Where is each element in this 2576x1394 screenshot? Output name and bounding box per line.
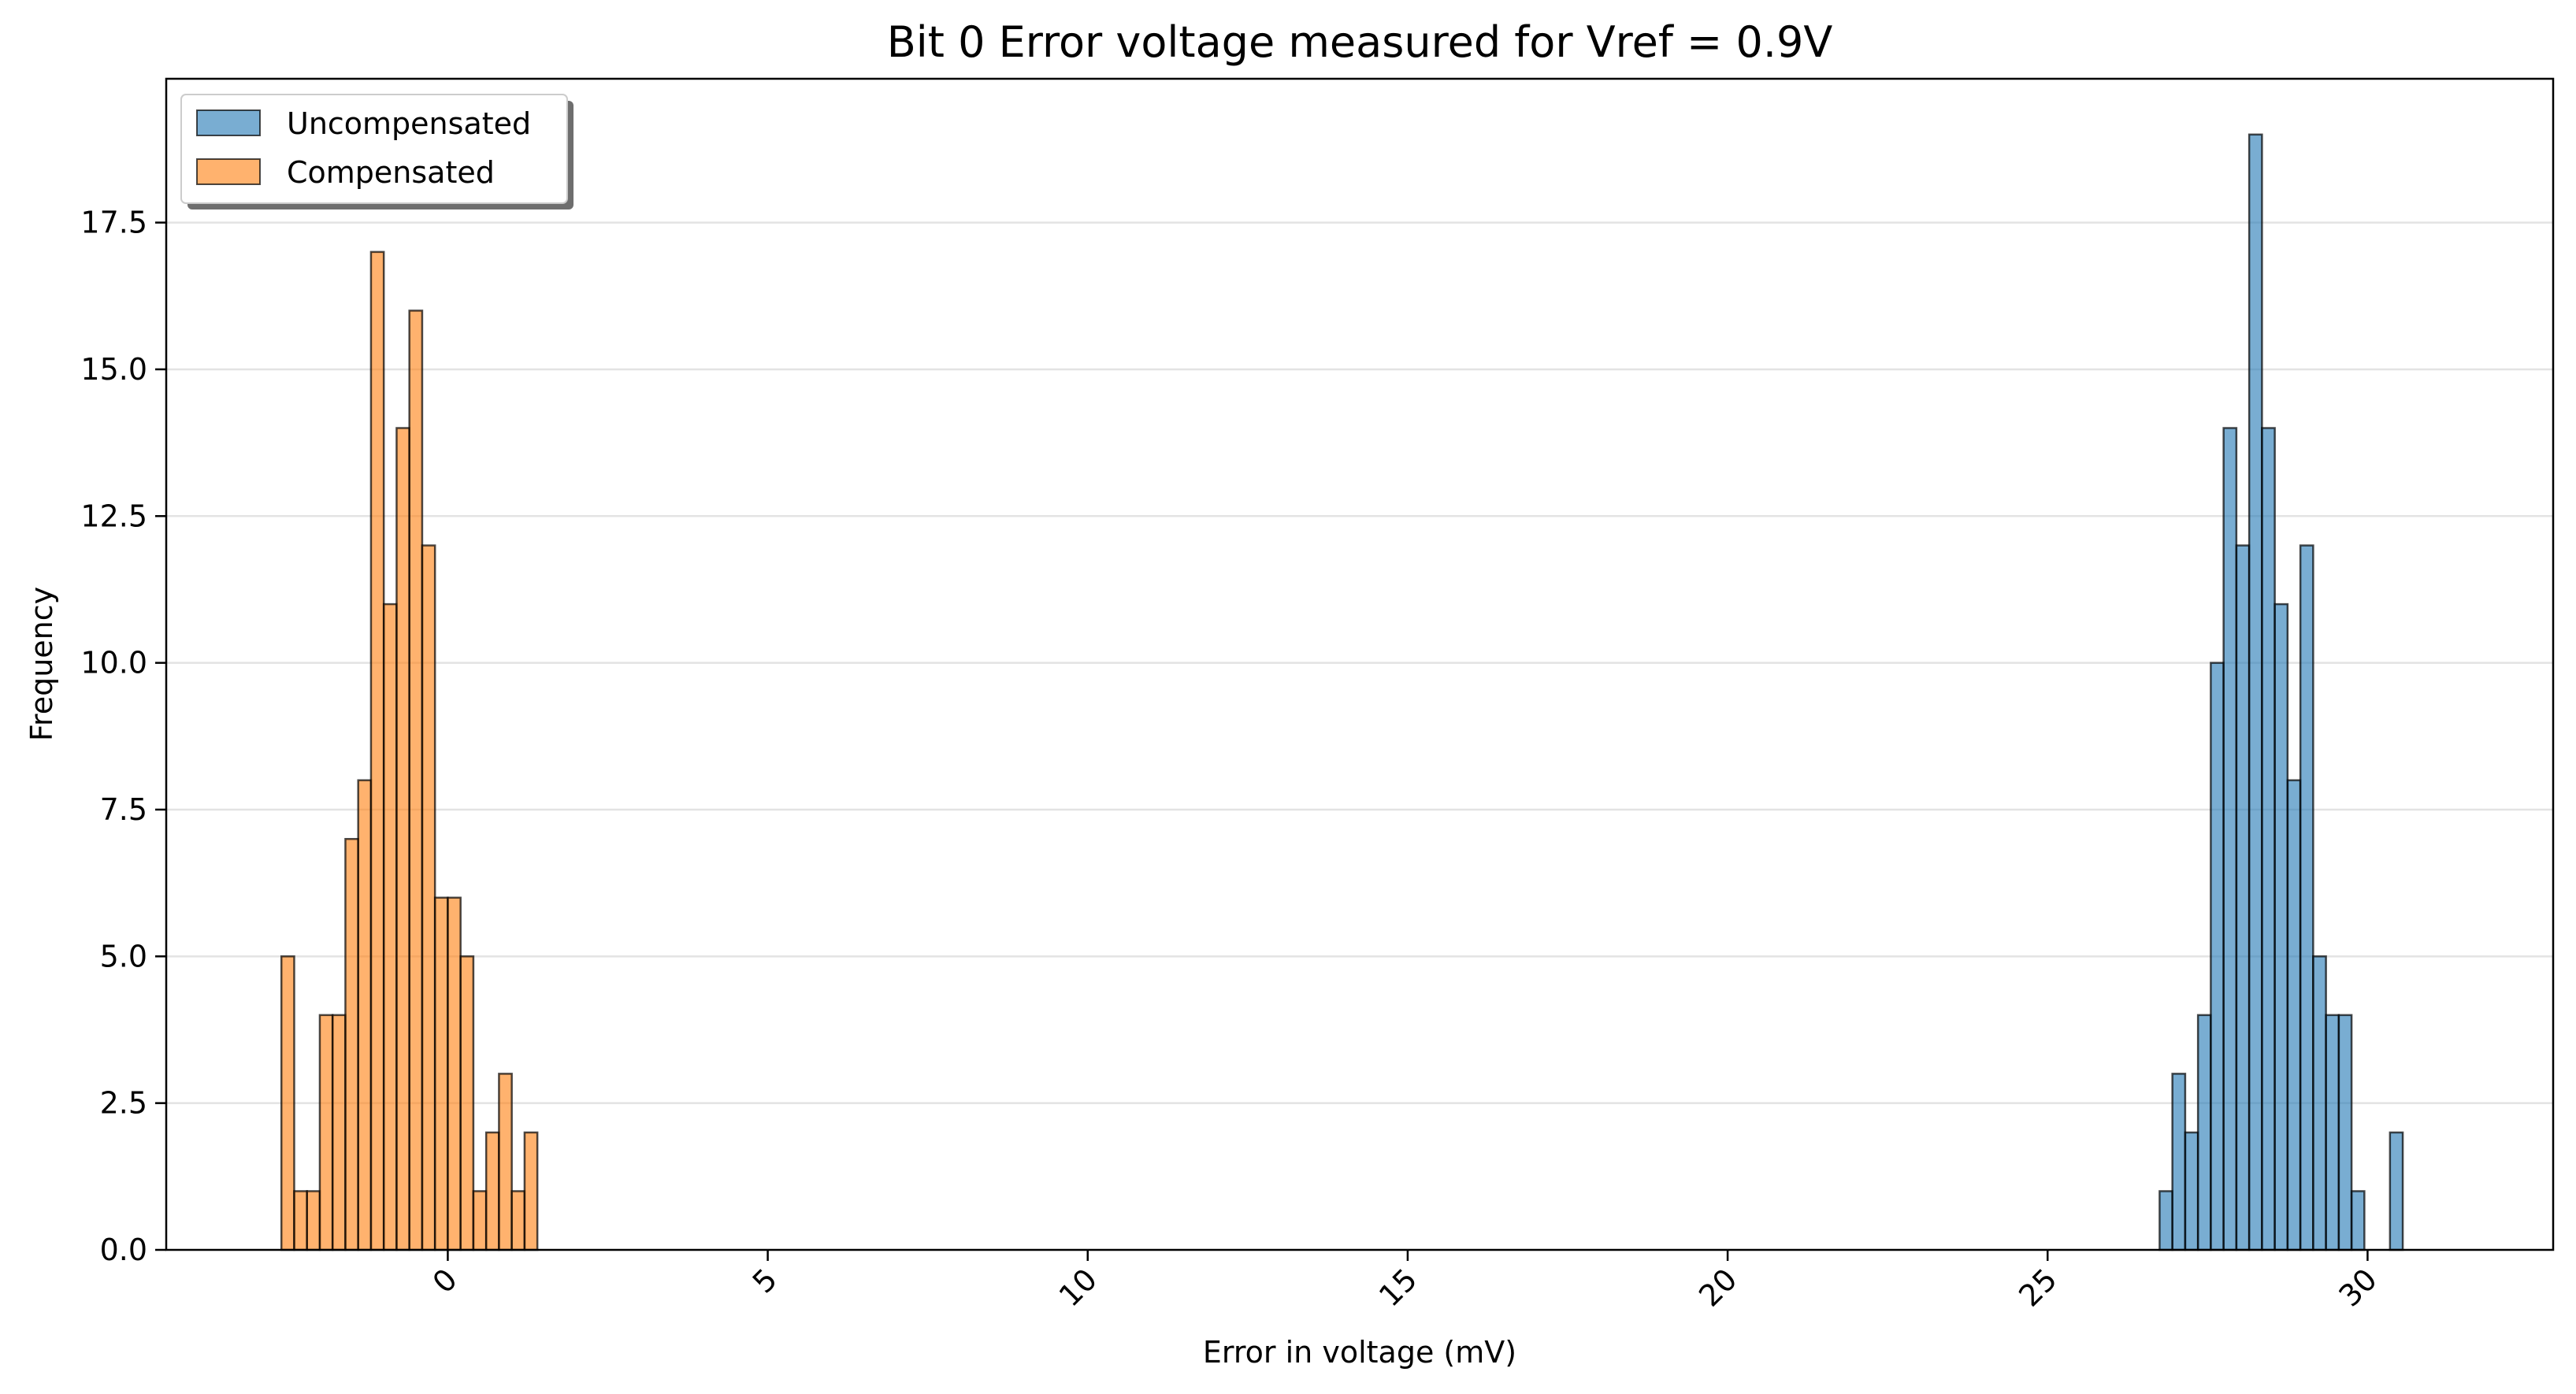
- bars-layer: [280, 133, 2404, 1251]
- chart-title: Bit 0 Error voltage measured for Vref = …: [887, 17, 1833, 67]
- bar-compensated-13: [447, 896, 462, 1251]
- series-compensated: [280, 250, 539, 1251]
- bar-compensated-1: [293, 1190, 308, 1251]
- bar-compensated-5: [344, 837, 359, 1251]
- legend-swatch-compensated: [196, 158, 261, 185]
- bar-uncompensated-14: [2337, 1014, 2353, 1251]
- y-tick-label-7: 17.5: [80, 206, 147, 240]
- y-tick-label-3: 7.5: [100, 792, 147, 827]
- bar-compensated-14: [459, 955, 475, 1251]
- bar-uncompensated-5: [2222, 427, 2238, 1251]
- bar-uncompensated-1: [2171, 1073, 2187, 1251]
- bar-compensated-16: [484, 1131, 500, 1251]
- bar-uncompensated-15: [2350, 1190, 2366, 1251]
- x-axis-label: Error in voltage (mV): [1203, 1335, 1516, 1370]
- bar-uncompensated-9: [2273, 602, 2289, 1251]
- legend-label-compensated: Compensated: [287, 155, 495, 190]
- bar-uncompensated-13: [2325, 1014, 2340, 1251]
- bar-uncompensated-6: [2235, 544, 2251, 1251]
- y-axis-ticks: 0.0 2.5 5.0 7.5 10.0 12.5 15.0 17.5: [80, 206, 166, 1267]
- bar-uncompensated-8: [2261, 427, 2276, 1251]
- grid-lines: [166, 221, 2553, 1104]
- bar-uncompensated-18: [2389, 1131, 2404, 1251]
- bar-compensated-9: [395, 427, 410, 1251]
- y-tick-label-4: 10.0: [80, 646, 147, 680]
- bar-compensated-0: [280, 955, 295, 1251]
- bar-compensated-3: [318, 1014, 334, 1251]
- y-tick-label-6: 15.0: [80, 352, 147, 387]
- y-tick-label-0: 0.0: [100, 1233, 147, 1267]
- bar-compensated-15: [472, 1190, 488, 1251]
- bar-compensated-19: [523, 1131, 539, 1251]
- bar-compensated-11: [421, 544, 436, 1251]
- bar-compensated-4: [331, 1014, 347, 1251]
- bar-uncompensated-2: [2184, 1131, 2199, 1251]
- bar-compensated-2: [306, 1190, 321, 1251]
- bar-uncompensated-0: [2158, 1190, 2173, 1251]
- y-tick-label-2: 5.0: [100, 939, 147, 973]
- bar-compensated-6: [357, 779, 373, 1251]
- bar-uncompensated-3: [2196, 1014, 2212, 1251]
- y-axis-label: Frequency: [24, 587, 59, 741]
- plot-frame: [165, 77, 2555, 1251]
- bar-uncompensated-12: [2312, 955, 2327, 1251]
- legend-label-uncompensated: Uncompensated: [287, 106, 531, 141]
- bar-compensated-8: [382, 602, 398, 1251]
- legend-swatch-uncompensated: [196, 109, 261, 136]
- bar-uncompensated-10: [2286, 779, 2302, 1251]
- bar-compensated-17: [498, 1073, 513, 1251]
- bar-compensated-10: [408, 310, 424, 1251]
- bar-uncompensated-7: [2248, 133, 2263, 1251]
- bar-uncompensated-4: [2210, 662, 2225, 1251]
- bar-compensated-12: [433, 896, 449, 1251]
- y-tick-label-5: 12.5: [80, 499, 147, 533]
- legend: Uncompensated Compensated: [180, 94, 573, 209]
- bar-compensated-18: [510, 1190, 526, 1251]
- legend-box: [180, 94, 568, 204]
- bar-uncompensated-11: [2299, 544, 2314, 1251]
- bar-compensated-7: [369, 250, 385, 1251]
- y-tick-label-1: 2.5: [100, 1086, 147, 1121]
- series-uncompensated: [2158, 133, 2404, 1251]
